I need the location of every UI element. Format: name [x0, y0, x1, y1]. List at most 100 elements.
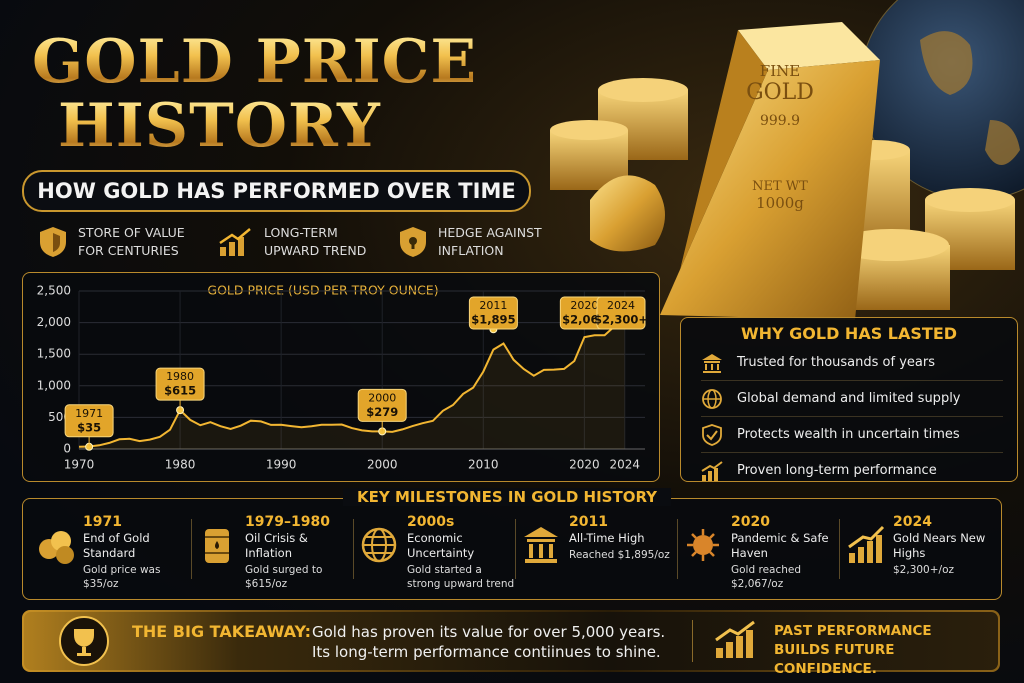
- globe-icon: [702, 388, 722, 409]
- y-tick-label: 1,500: [37, 347, 71, 361]
- milestone-title: Oil Crisis & Inflation: [245, 531, 308, 560]
- bar-text: FINE: [759, 62, 801, 80]
- gold-bar: [660, 22, 880, 320]
- milestone-title: End of Gold Standard: [83, 531, 150, 560]
- title: GOLD PRICE: [32, 27, 478, 97]
- price-line: [78, 297, 626, 448]
- annotation-box: [155, 367, 205, 401]
- milestone-title: Pandemic & Safe Haven: [731, 531, 829, 560]
- y-tick-label: 2,500: [37, 284, 71, 298]
- bar-text: GOLD: [746, 80, 814, 105]
- x-tick-label: 1980: [165, 458, 196, 472]
- milestone-icon: [848, 525, 885, 563]
- why-text: Protects wealth in uncertain times: [737, 427, 960, 442]
- milestones-panel: KEY MILESTONES IN GOLD HISTORY 1971 End o…: [22, 488, 1003, 600]
- takeaway-line: Its long-term performance contiinues to …: [312, 643, 661, 661]
- milestone: 2024 Gold Nears New Highs $2,300+/oz: [845, 513, 1003, 589]
- annotation-box: [596, 296, 646, 330]
- bar-text: 1000g: [756, 194, 804, 212]
- why-item: Global demand and limited supply: [701, 381, 1003, 417]
- annotation-year: 2000: [368, 391, 396, 404]
- gold-bar-stamp: FINE GOLD 999.9 NET WT 1000g: [730, 62, 830, 212]
- chart-panel: GOLD PRICE (USD PER TROY OUNCE) 0 500 1,00…: [22, 272, 660, 482]
- milestone: 2011 All-Time High Reached $1,895/oz: [521, 513, 679, 589]
- line-area: [79, 298, 625, 449]
- milestone-icon: [687, 529, 719, 561]
- annotation-year: 2020: [570, 299, 598, 312]
- feature-text: FOR CENTURIES: [78, 243, 179, 258]
- milestone-icon: [205, 529, 229, 563]
- x-tick-label: 2000: [367, 458, 398, 472]
- annotation-price: $279: [366, 405, 398, 419]
- annotation-price: $615: [164, 384, 196, 398]
- globe-land: [920, 31, 1020, 165]
- bar-text: NET WT: [752, 179, 808, 194]
- x-tick-label: 2020: [569, 458, 600, 472]
- feature: LONG-TERM UPWARD TREND: [218, 222, 366, 262]
- milestone-icon: [524, 527, 558, 563]
- milestones-title: KEY MILESTONES IN GOLD HISTORY: [343, 488, 672, 506]
- milestone-detail: Gold price was $35/oz: [83, 564, 161, 590]
- milestone-year: 2000s: [407, 514, 455, 530]
- feature-text: LONG-TERM: [264, 225, 338, 240]
- milestone-title: Economic Uncertainty: [407, 531, 475, 560]
- feature-text: UPWARD TREND: [264, 243, 367, 258]
- milestone-icon: [39, 531, 74, 564]
- annotation-year: 2011: [479, 299, 507, 312]
- x-tick-label: 1990: [266, 458, 297, 472]
- separator: [191, 519, 192, 579]
- milestone-year: 2020: [731, 514, 770, 530]
- separator: [677, 519, 678, 579]
- x-tick-label: 2024: [610, 458, 641, 472]
- bank-icon: [702, 353, 722, 373]
- milestone-year: 1971: [83, 514, 122, 530]
- milestone: 2000s Economic Uncertainty Gold started a …: [359, 513, 517, 590]
- milestone-year: 1979–1980: [245, 514, 330, 530]
- separator: [353, 519, 354, 579]
- milestone: 1979–1980 Oil Crisis & Inflation Gold surg…: [197, 513, 355, 590]
- chart: GOLD PRICE (USD PER TROY OUNCE) 05001,00…: [37, 283, 648, 472]
- annotation-year: 1980: [166, 370, 194, 383]
- why-title: WHY GOLD HAS LASTED: [740, 324, 958, 343]
- takeaway-label: THE BIG TAKEAWAY:: [132, 622, 312, 641]
- annotation-price: $1,895: [471, 313, 515, 327]
- feature: STORE OF VALUE FOR CENTURIES: [38, 222, 185, 262]
- lock-shield-icon: [400, 227, 426, 257]
- milestone-title: All-Time High: [569, 531, 645, 545]
- shield-icon: [40, 227, 66, 257]
- takeaway-panel: THE BIG TAKEAWAY: Gold has proven its va…: [22, 610, 1000, 677]
- annotation-price: $2,300+: [594, 313, 648, 327]
- takeaway-line: Gold has proven its value for over 5,000…: [312, 623, 666, 641]
- annotation-box: [357, 388, 407, 422]
- subtitle: HOW GOLD HAS PERFORMED OVER TIME: [22, 170, 531, 212]
- shield-check-icon: [702, 423, 722, 446]
- milestone-year: 2024: [893, 514, 932, 530]
- feature-text: HEDGE AGAINST: [438, 225, 542, 240]
- annotation-box: [64, 404, 114, 438]
- y-tick-label: 1,000: [37, 378, 71, 392]
- why-panel: WHY GOLD HAS LASTED Trusted for thousand…: [680, 317, 1018, 482]
- slogan-line: PAST PERFORMANCE: [774, 623, 932, 639]
- slogan: PAST PERFORMANCE BUILDS FUTURE CONFIDENCE…: [774, 622, 1000, 679]
- milestone-detail: Gold reached $2,067/oz: [731, 564, 802, 590]
- annotation-year: 2024: [607, 299, 635, 312]
- y-tick-label: 2,000: [37, 315, 71, 329]
- why-text: Trusted for thousands of years: [737, 355, 935, 370]
- why-item: Trusted for thousands of years: [701, 345, 1003, 381]
- milestone-icon: [361, 527, 397, 563]
- feature-text: INFLATION: [438, 243, 504, 258]
- annotation-price: $2,067: [562, 313, 606, 327]
- milestone-detail: $2,300+/oz: [893, 564, 955, 576]
- separator: [515, 519, 516, 579]
- annotation-box: [468, 296, 518, 330]
- chart-title: GOLD PRICE (USD PER TROY OUNCE): [207, 283, 438, 298]
- milestone-title: Gold Nears New Highs: [893, 531, 986, 560]
- gold-nugget: [590, 175, 665, 252]
- why-text: Global demand and limited supply: [737, 391, 961, 406]
- feature: HEDGE AGAINST INFLATION: [398, 222, 542, 262]
- trophy-icon: [59, 616, 109, 666]
- y-tick-label: 0: [63, 442, 71, 456]
- bar-text: 999.9: [759, 113, 801, 129]
